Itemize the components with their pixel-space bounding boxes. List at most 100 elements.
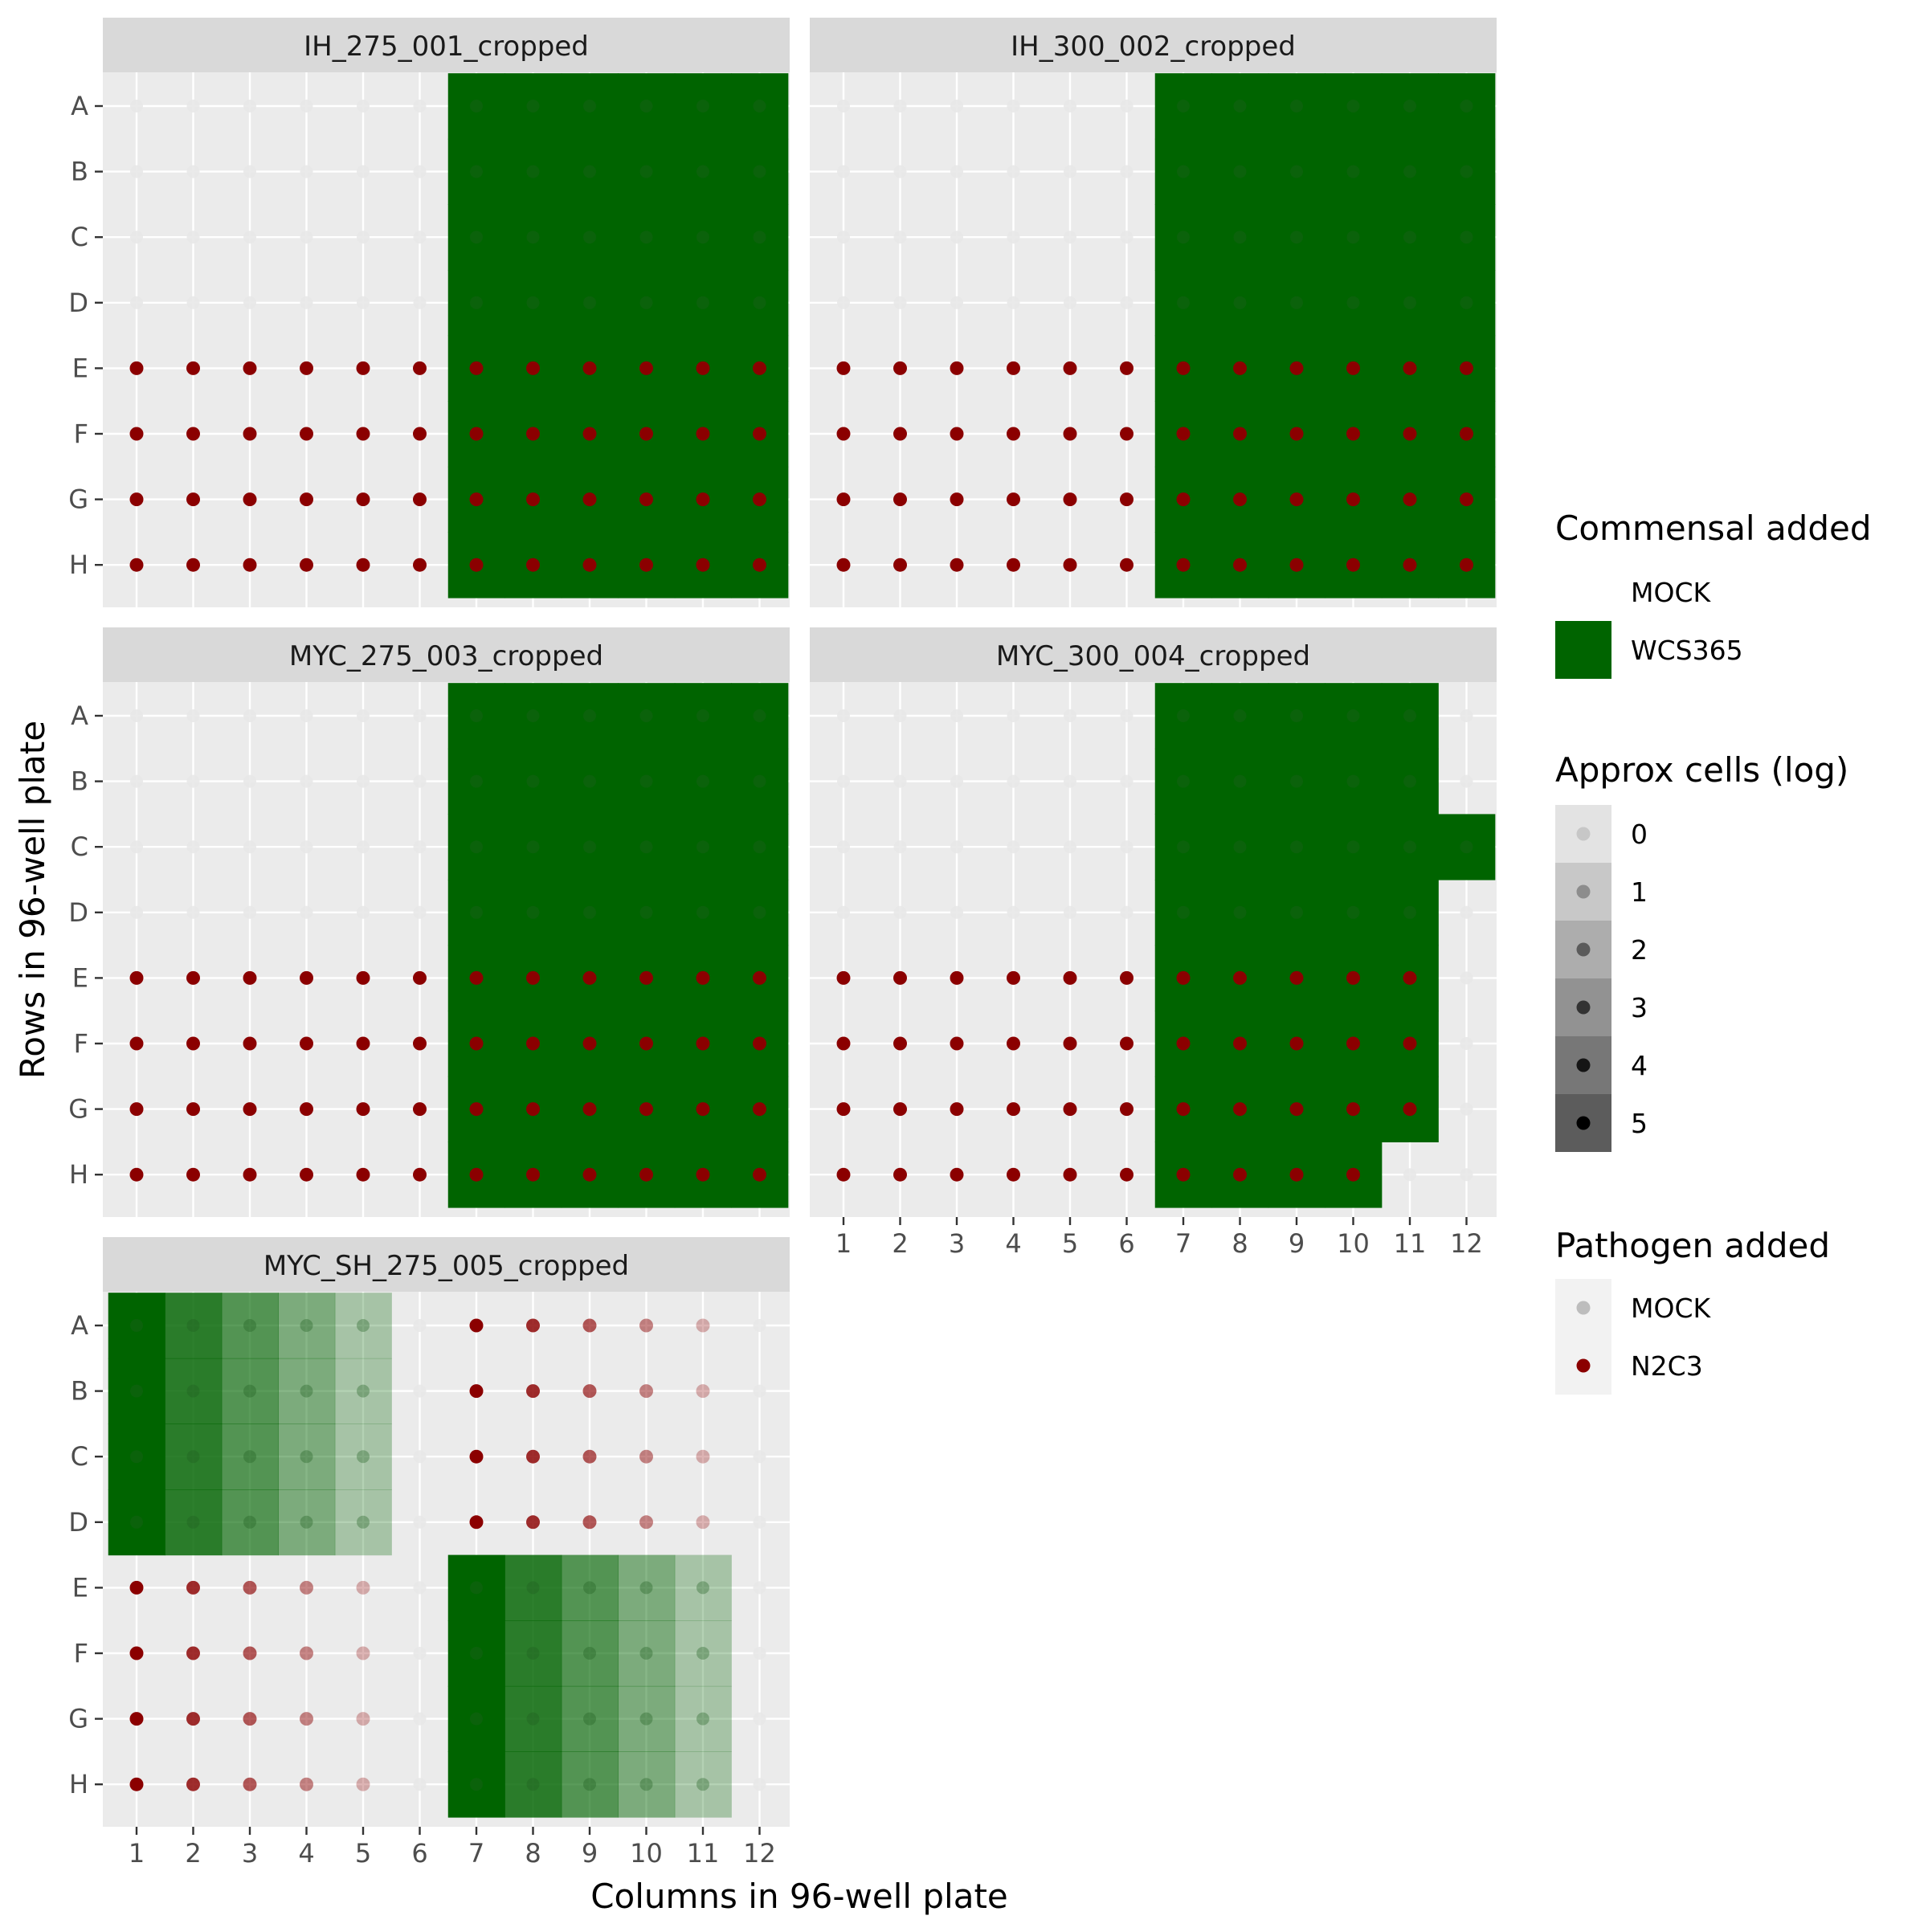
commensal-tile (447, 880, 505, 946)
commensal-tile (1211, 748, 1269, 815)
point-n2c3 (1289, 1167, 1304, 1182)
point-mock (526, 165, 540, 178)
commensal-tile (165, 1423, 223, 1490)
point-mock (1007, 774, 1020, 788)
point-mock (950, 774, 963, 788)
point-mock (893, 905, 907, 919)
point-mock (893, 709, 907, 722)
point-n2c3 (1346, 1036, 1360, 1051)
point-mock (300, 840, 313, 854)
point-n2c3 (1289, 970, 1304, 985)
point-mock (413, 840, 427, 854)
legend-commensal: Commensal added MOCK WCS365 (1555, 509, 1872, 679)
point-mock (413, 774, 427, 788)
point-n2c3 (526, 1449, 540, 1464)
point-n2c3 (836, 1102, 851, 1117)
point-mock (526, 1581, 540, 1595)
point-n2c3 (469, 492, 484, 507)
commensal-tile (674, 138, 732, 205)
y-tick-label: F (74, 419, 88, 449)
y-tick-label: B (71, 1376, 88, 1407)
point-n2c3 (836, 1036, 851, 1051)
point-mock (413, 709, 427, 722)
point-mock (357, 296, 370, 309)
point-mock (696, 100, 709, 112)
commensal-tile (278, 1489, 336, 1556)
commensal-tile (618, 204, 676, 271)
point-mock (1460, 1168, 1473, 1182)
point-mock (893, 231, 907, 244)
point-n2c3 (1403, 558, 1417, 572)
point-n2c3 (753, 492, 766, 507)
commensal-tile (221, 1293, 279, 1359)
point-mock (357, 774, 370, 788)
point-mock (1233, 231, 1247, 244)
point-n2c3 (753, 970, 766, 985)
x-tick-label: 11 (1394, 1228, 1427, 1259)
point-mock (639, 1712, 653, 1726)
point-n2c3 (1460, 427, 1473, 441)
x-tick-label: 6 (411, 1838, 427, 1869)
point-mock (300, 231, 313, 244)
commensal-tile (1438, 814, 1496, 880)
x-tick-label: 8 (1232, 1228, 1248, 1259)
point-n2c3 (413, 427, 427, 441)
point-mock (696, 165, 709, 178)
point-mock (413, 905, 427, 919)
point-n2c3 (413, 492, 427, 507)
point-n2c3 (950, 1036, 964, 1051)
commensal-tile (1381, 880, 1439, 946)
point-n2c3 (639, 1449, 653, 1464)
y-tick-label: H (69, 1769, 88, 1799)
point-n2c3 (639, 492, 653, 507)
point-n2c3 (526, 427, 540, 441)
point-n2c3 (1460, 492, 1473, 507)
point-mock (837, 905, 850, 919)
commensal-tile (1381, 683, 1439, 750)
point-n2c3 (129, 1712, 144, 1726)
facet-panel: MYC_275_003_cropped A B C D E F G H (68, 627, 790, 1217)
point-n2c3 (243, 1580, 257, 1595)
point-n2c3 (469, 1449, 484, 1464)
point-mock (413, 296, 427, 309)
facet-panel: IH_300_002_cropped (810, 18, 1497, 607)
legend-pathogen: Pathogen added MOCK N2C3 (1555, 1226, 1830, 1395)
commensal-tile (1381, 748, 1439, 815)
x-tick-label: 7 (1175, 1228, 1191, 1259)
point-mock (1233, 296, 1247, 309)
commensal-tile (1438, 73, 1496, 140)
point-mock (130, 905, 143, 919)
commensal-tile (1154, 204, 1212, 271)
point-mock (130, 709, 143, 722)
point-mock (1460, 905, 1473, 919)
point-mock (950, 840, 963, 854)
point-n2c3 (582, 1384, 597, 1399)
point-n2c3 (243, 1712, 257, 1726)
point-mock (950, 296, 963, 309)
point-mock (300, 905, 313, 919)
point-n2c3 (243, 1777, 257, 1791)
commensal-tile (1325, 814, 1383, 880)
point-mock (130, 1515, 143, 1529)
point-mock (837, 100, 850, 112)
point-n2c3 (129, 492, 144, 507)
point-mock (1064, 709, 1076, 722)
point-n2c3 (639, 1384, 653, 1399)
y-tick-label: E (72, 1572, 88, 1603)
point-mock (186, 1515, 200, 1529)
legend-key-alpha (1555, 805, 1611, 863)
point-mock (1177, 709, 1190, 722)
point-n2c3 (1403, 1102, 1417, 1117)
point-mock (357, 100, 370, 112)
point-mock (130, 100, 143, 112)
point-mock (1290, 840, 1303, 854)
x-tick-label: 12 (743, 1838, 776, 1869)
commensal-tile (447, 683, 505, 750)
commensal-tile (1438, 204, 1496, 271)
point-mock (526, 100, 540, 112)
point-mock (357, 840, 370, 854)
commensal-tile (731, 270, 789, 337)
commensal-tile (1154, 683, 1212, 750)
legend-point-alpha (1576, 827, 1591, 841)
